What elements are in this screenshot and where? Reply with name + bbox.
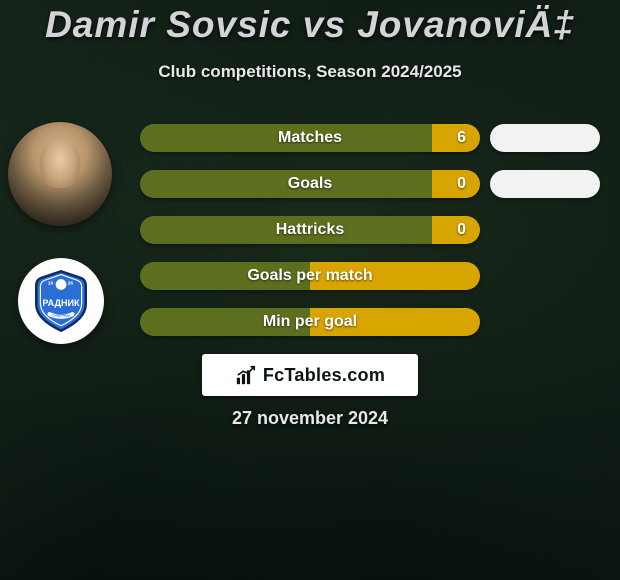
stat-row-goals: Goals0 (140, 170, 480, 198)
stat-value: 0 (457, 170, 466, 198)
svg-text:СУРДУЛИЦА: СУРДУЛИЦА (51, 313, 71, 317)
stat-secondary-value (490, 170, 600, 198)
stat-row-min-per-goal: Min per goal (140, 308, 480, 336)
stat-label: Matches (140, 124, 480, 152)
player2-badge: 19 26 РАДНИК СУРДУЛИЦА (18, 258, 104, 344)
stat-row-secondary (490, 124, 600, 152)
stat-value: 6 (457, 124, 466, 152)
stat-label: Goals per match (140, 262, 480, 290)
player1-avatar (8, 122, 112, 226)
page-subtitle: Club competitions, Season 2024/2025 (0, 62, 620, 82)
svg-text:19: 19 (48, 281, 54, 287)
stat-row-secondary (490, 170, 600, 198)
stat-row-matches: Matches6 (140, 124, 480, 152)
svg-text:РАДНИК: РАДНИК (42, 298, 80, 308)
stat-value: 0 (457, 216, 466, 244)
stat-secondary-value (490, 124, 600, 152)
fctables-logo: FcTables.com (202, 354, 418, 396)
stat-row-goals-per-match: Goals per match (140, 262, 480, 290)
stat-label: Hattricks (140, 216, 480, 244)
snapshot-date: 27 november 2024 (0, 408, 620, 429)
stat-label: Min per goal (140, 308, 480, 336)
page-title: Damir Sovsic vs JovanoviÄ‡ (0, 4, 620, 46)
stat-row-hattricks: Hattricks0 (140, 216, 480, 244)
logo-text: FcTables.com (263, 365, 385, 386)
svg-text:26: 26 (68, 281, 74, 287)
stat-label: Goals (140, 170, 480, 198)
